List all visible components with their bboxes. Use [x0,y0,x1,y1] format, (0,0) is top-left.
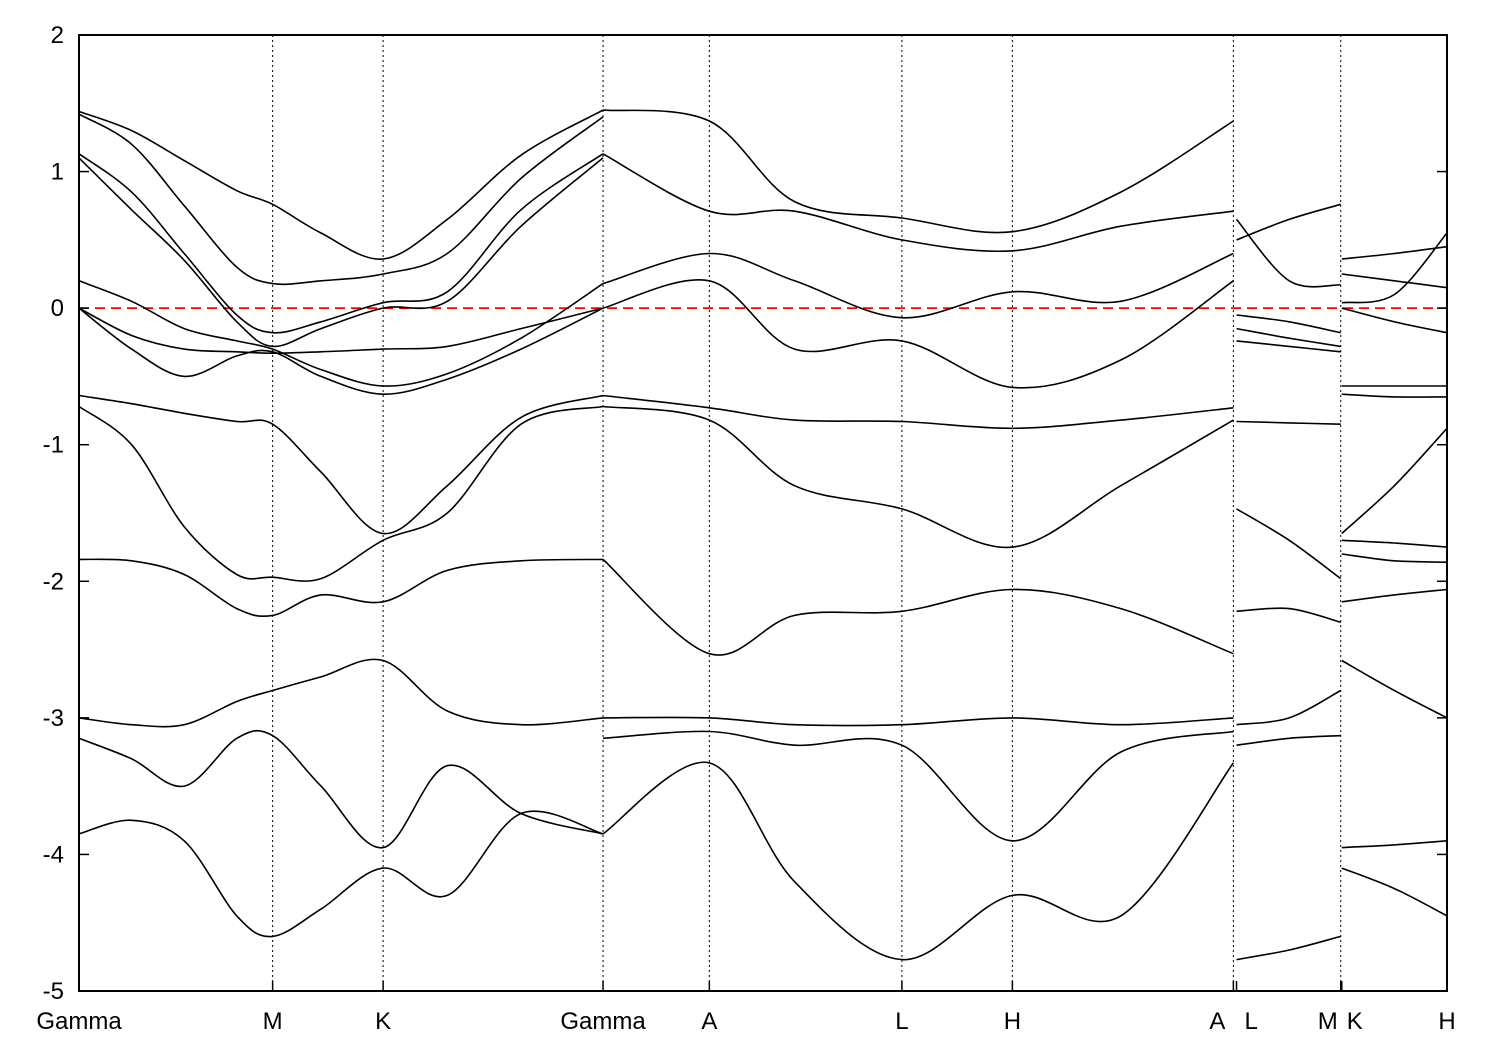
band-line [1236,327,1341,348]
x-tick-label: L [895,1008,908,1035]
band-line [602,558,1234,656]
x-tick-label: A [701,1008,717,1035]
high-symmetry-lines [272,35,1342,991]
band-line [602,730,1234,842]
band-line [78,109,604,260]
band-line [78,280,604,387]
x-tick-label: H [1004,1008,1021,1035]
y-tick-label: -5 [43,978,64,1005]
band-line [78,729,604,849]
band-line [602,279,1234,389]
band-line [1236,203,1341,241]
x-tick-label: Gamma [560,1008,646,1035]
band-line [1341,232,1448,304]
band-line [78,307,604,355]
x-axis: Gamma M K Gamma A L H A L M K H [36,981,1456,1035]
y-tick-label: 1 [51,159,64,186]
y-axis: 2 1 0 -1 -2 -3 -4 -5 [43,22,1447,1005]
band-line [78,157,604,348]
band-line [78,405,604,582]
y-tick-label: 2 [51,22,64,49]
band-line [602,252,1234,319]
band-line [602,109,1234,234]
x-tick-label: M [1318,1008,1338,1035]
band-line [602,716,1234,727]
band-line [1235,218,1341,288]
band-line [1341,307,1448,334]
y-tick-label: -1 [43,432,64,459]
band-line [78,558,604,618]
band-line [1236,607,1341,624]
band-line [78,810,604,938]
band-line [1341,539,1448,548]
band-line [1236,734,1341,746]
band-line [1341,553,1448,563]
x-tick-label: Gamma [36,1008,122,1035]
band-line [1236,340,1341,353]
y-tick-label: -2 [43,568,64,595]
band-line [1341,427,1448,535]
band-line [1236,935,1341,961]
plot-frame [78,34,1448,992]
band-line [78,658,604,728]
band-line [1341,393,1448,398]
band-line [78,307,604,396]
x-tick-label: A [1209,1008,1225,1035]
band-line [1236,508,1342,580]
bands [78,109,1448,961]
band-line [602,761,1235,961]
x-tick-label: K [375,1008,391,1035]
band-line [1341,867,1448,917]
y-tick-label: -4 [43,841,64,868]
band-line [1341,659,1448,719]
x-tick-label: L [1245,1008,1258,1035]
band-line [1341,273,1448,289]
band-line [1236,689,1342,726]
y-tick-label: -3 [43,705,64,732]
band-line [602,394,1234,430]
band-line [1236,314,1341,334]
x-tick-label: K [1347,1008,1363,1035]
band-line [78,394,604,535]
band-line [78,153,604,334]
band-line [1341,840,1448,849]
x-tick-label: M [263,1008,283,1035]
band-line [602,405,1234,549]
y-tick-label: 0 [51,295,64,322]
band-line [1236,420,1341,425]
band-line [78,113,604,286]
x-tick-label: H [1438,1008,1455,1035]
band-line [1341,588,1448,603]
band-line [602,153,1234,253]
